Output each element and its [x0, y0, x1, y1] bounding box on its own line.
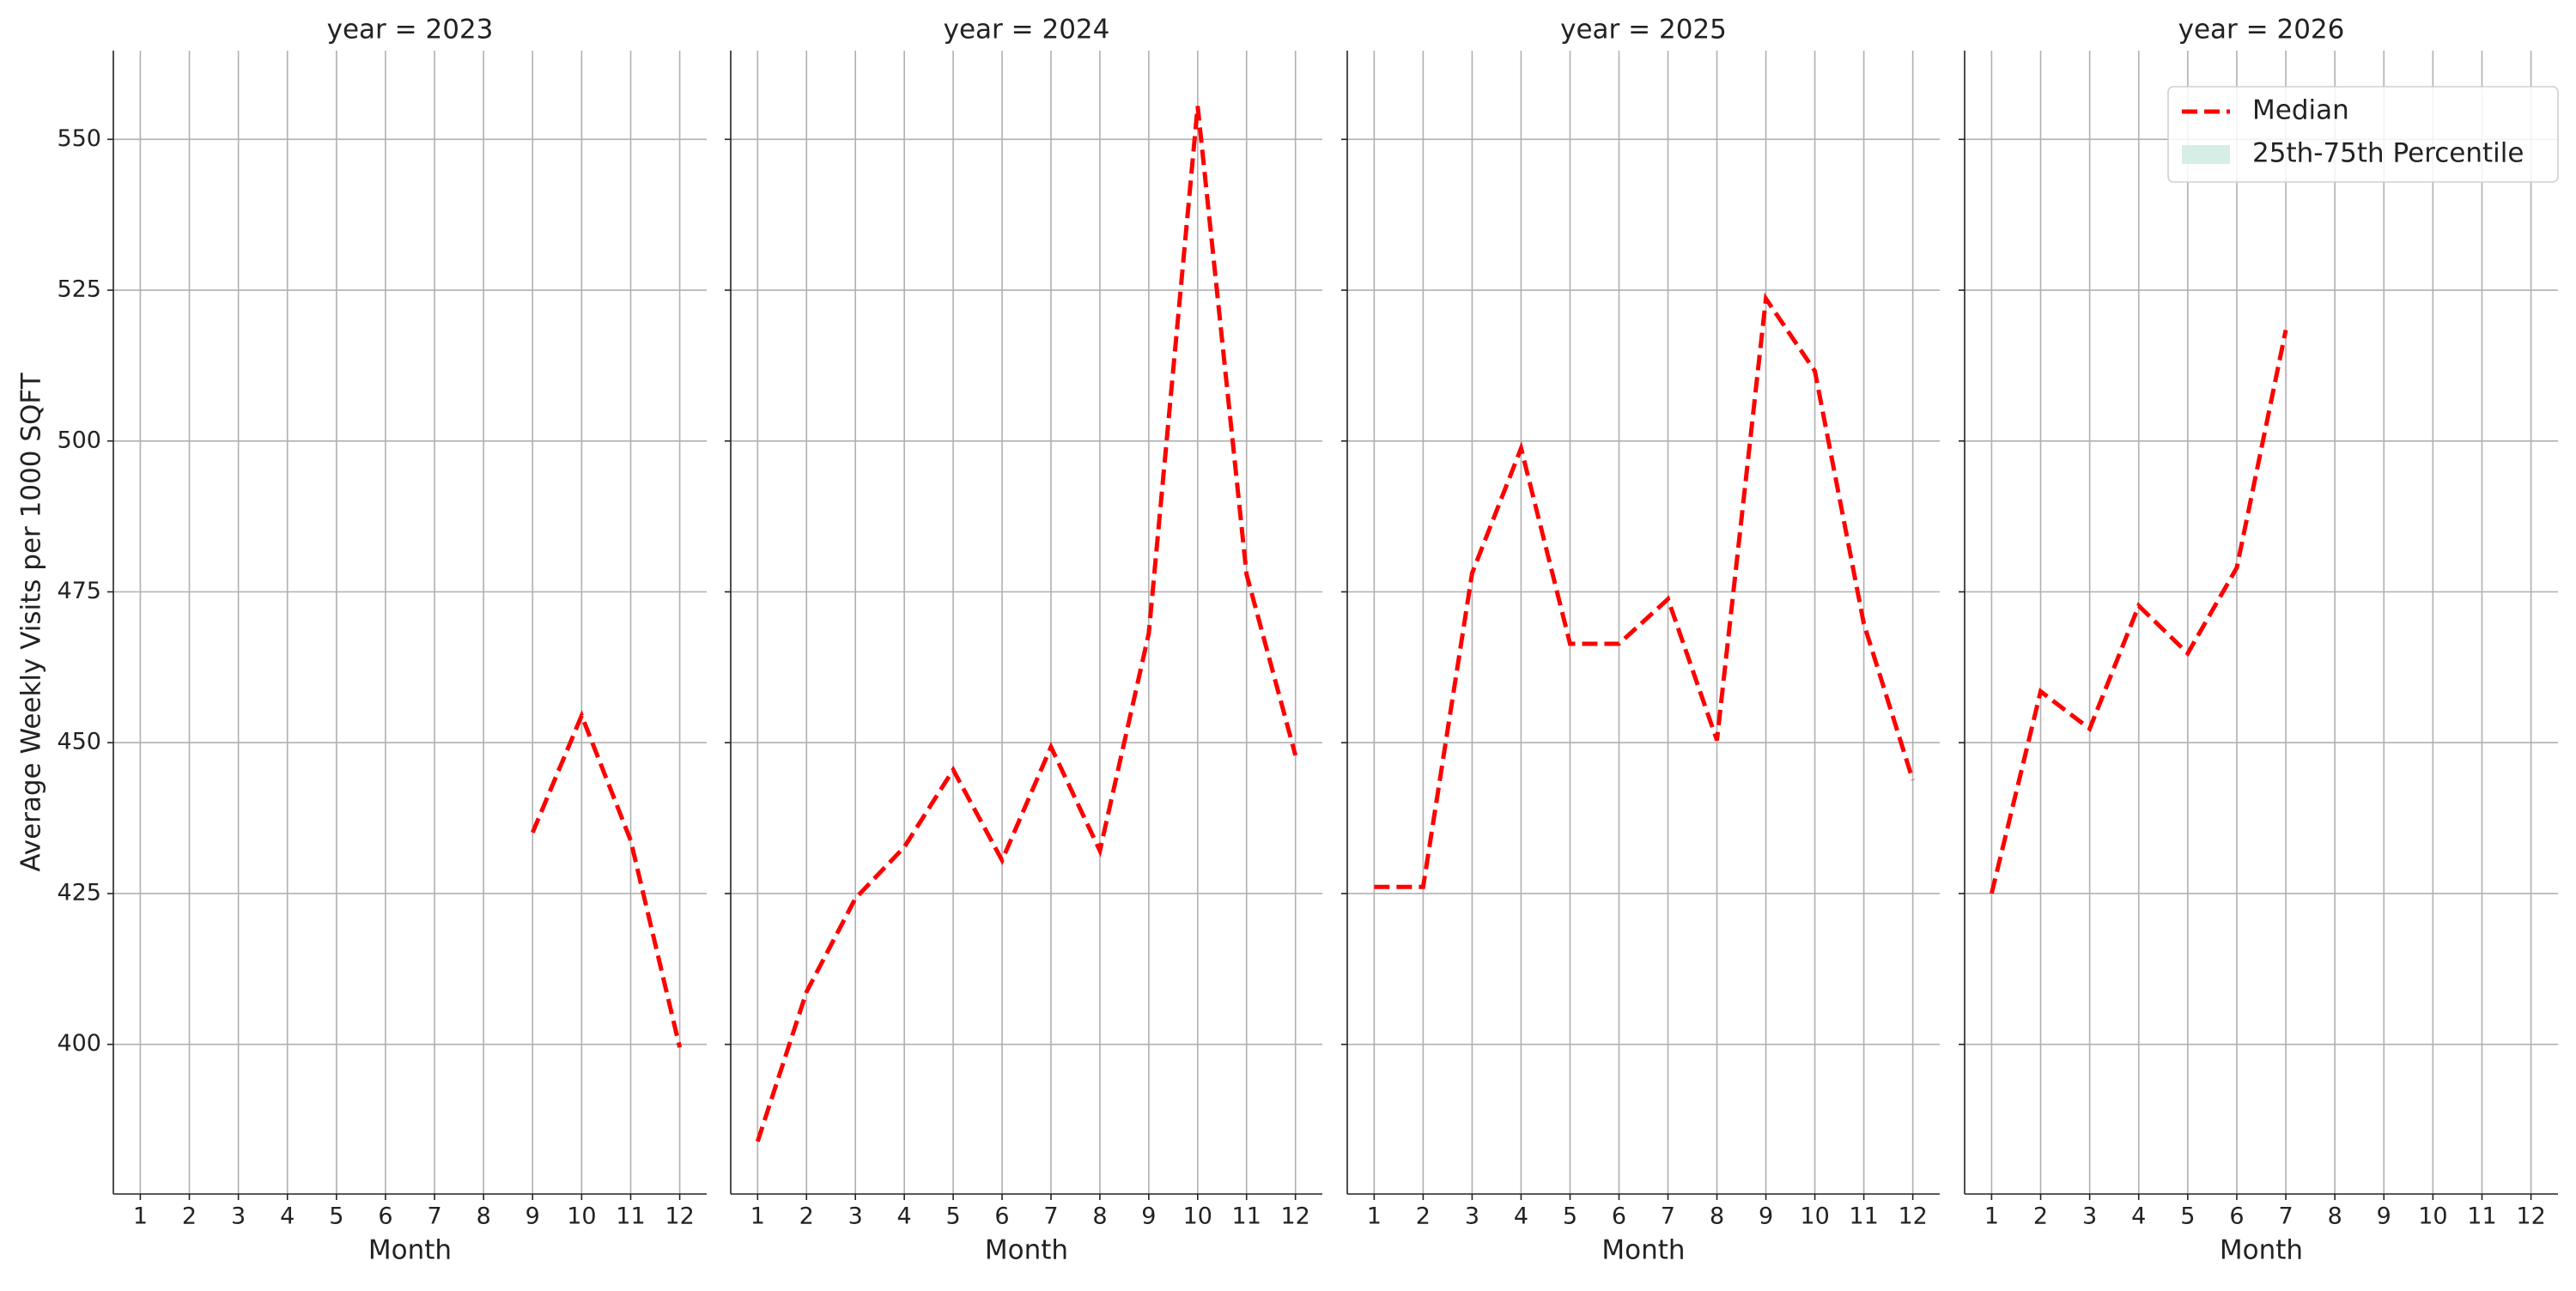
legend-label: 25th-75th Percentile	[2252, 138, 2524, 169]
x-tick-label: 11	[616, 1203, 645, 1230]
legend-box	[2167, 86, 2559, 183]
x-tick-label: 12	[2516, 1203, 2545, 1230]
median-line	[1374, 292, 1916, 889]
x-tick-label: 11	[1849, 1203, 1878, 1230]
panel-title: year = 2025	[1560, 15, 1727, 45]
x-tick-label: 8	[477, 1203, 491, 1230]
x-axis-label: Month	[2220, 1235, 2303, 1266]
x-tick-label: 2	[1416, 1203, 1431, 1230]
x-tick-label: 8	[1710, 1203, 1724, 1230]
x-tick-label: 1	[750, 1203, 765, 1230]
x-tick-label: 8	[2328, 1203, 2342, 1230]
x-tick-label: 12	[1281, 1203, 1310, 1230]
y-tick-label: 400	[57, 1030, 101, 1057]
x-tick-label: 12	[1898, 1203, 1927, 1230]
x-tick-label: 4	[280, 1203, 295, 1230]
x-axis-label: Month	[985, 1235, 1068, 1266]
x-tick-label: 3	[2082, 1203, 2097, 1230]
x-tick-label: 7	[1043, 1203, 1058, 1230]
x-tick-label: 6	[994, 1203, 1009, 1230]
x-tick-label: 10	[567, 1203, 596, 1230]
x-tick-label: 9	[2377, 1203, 2391, 1230]
y-tick-label: 450	[57, 729, 101, 755]
y-tick-label: 500	[57, 427, 101, 453]
x-tick-label: 3	[1465, 1203, 1479, 1230]
x-tick-label: 1	[133, 1203, 148, 1230]
x-tick-label: 10	[1800, 1203, 1829, 1230]
x-tick-label: 12	[665, 1203, 694, 1230]
y-tick-label: 525	[57, 276, 101, 303]
x-tick-label: 1	[1984, 1203, 1999, 1230]
x-tick-label: 5	[945, 1203, 960, 1230]
y-axis-label: Average Weekly Visits per 1000 SQFT	[16, 372, 47, 871]
x-tick-label: 3	[848, 1203, 863, 1230]
x-tick-label: 11	[2467, 1203, 2496, 1230]
x-tick-label: 2	[799, 1203, 814, 1230]
x-tick-label: 6	[2229, 1203, 2244, 1230]
panel-title: year = 2023	[327, 15, 494, 45]
median-line	[1989, 329, 2288, 894]
legend-patch	[2182, 145, 2230, 164]
x-tick-label: 9	[1759, 1203, 1773, 1230]
x-tick-label: 7	[1661, 1203, 1675, 1230]
x-tick-label: 4	[2131, 1203, 2146, 1230]
y-tick-label: 550	[57, 125, 101, 152]
legend-label: Median	[2252, 95, 2349, 126]
x-tick-label: 6	[378, 1203, 392, 1230]
x-tick-label: 5	[1563, 1203, 1577, 1230]
panel-title: year = 2024	[944, 15, 1110, 45]
panel-title: year = 2026	[2178, 15, 2345, 45]
x-tick-label: 10	[2418, 1203, 2447, 1230]
x-axis-label: Month	[1601, 1235, 1685, 1266]
x-tick-label: 4	[1514, 1203, 1528, 1230]
x-tick-label: 10	[1183, 1203, 1212, 1230]
x-tick-label: 2	[182, 1203, 197, 1230]
x-tick-label: 1	[1367, 1203, 1382, 1230]
x-tick-label: 9	[526, 1203, 540, 1230]
y-tick-label: 475	[57, 578, 101, 604]
median-line	[530, 709, 683, 1048]
x-tick-label: 9	[1141, 1203, 1156, 1230]
x-tick-label: 7	[427, 1203, 441, 1230]
x-tick-label: 7	[2278, 1203, 2293, 1230]
x-axis-label: Month	[368, 1235, 452, 1266]
median-line	[755, 106, 1298, 1143]
x-tick-label: 3	[231, 1203, 246, 1230]
x-tick-label: 5	[2180, 1203, 2195, 1230]
x-tick-label: 5	[329, 1203, 343, 1230]
x-tick-label: 6	[1612, 1203, 1626, 1230]
y-tick-label: 425	[57, 879, 101, 906]
x-tick-label: 11	[1232, 1203, 1261, 1230]
x-tick-label: 8	[1092, 1203, 1107, 1230]
x-tick-label: 4	[897, 1203, 912, 1230]
x-tick-label: 2	[2033, 1203, 2048, 1230]
